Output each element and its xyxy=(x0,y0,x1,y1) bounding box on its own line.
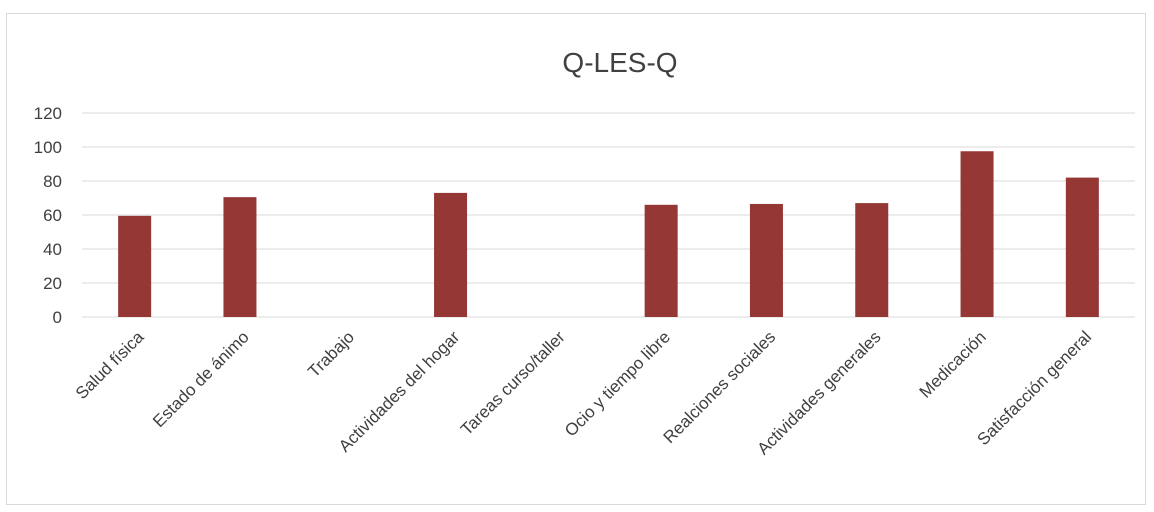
chart-frame xyxy=(6,13,1146,505)
y-tick-label: 60 xyxy=(43,206,62,225)
x-category-label: Estado de ánimo xyxy=(149,327,253,431)
bar xyxy=(118,215,152,317)
x-category-label: Satisfacción general xyxy=(973,327,1095,449)
x-category-label: Medicación xyxy=(916,327,990,401)
bar xyxy=(434,192,468,317)
x-axis: Salud física Estado de ánimo TrabajoActivi… xyxy=(72,327,1095,458)
x-category-label: Tareas curso/taller xyxy=(457,327,569,439)
chart-title: Q-LES-Q xyxy=(562,47,677,78)
y-axis: 0 20 40 60 80 100 120 xyxy=(34,104,62,327)
bar xyxy=(749,203,783,317)
bar xyxy=(223,197,257,317)
bar xyxy=(855,203,889,317)
y-tick-label: 100 xyxy=(34,138,62,157)
x-category-label: Ocio y tiempo libre xyxy=(561,327,674,440)
x-category-label: Realciones sociales xyxy=(660,327,780,447)
x-category-label: Actividades generales xyxy=(754,327,885,458)
x-category-label: Salud física xyxy=(72,327,148,403)
bar xyxy=(644,204,678,317)
bar xyxy=(1065,177,1099,317)
y-tick-label: 0 xyxy=(53,308,62,327)
x-category-label: Actividades del hogar xyxy=(335,327,464,456)
y-tick-label: 20 xyxy=(43,274,62,293)
y-tick-label: 80 xyxy=(43,172,62,191)
y-tick-label: 120 xyxy=(34,104,62,123)
bar xyxy=(960,151,994,317)
x-category-label: Trabajo xyxy=(304,327,358,381)
y-tick-label: 40 xyxy=(43,240,62,259)
bars xyxy=(118,151,1099,317)
grid-lines xyxy=(82,112,1135,318)
